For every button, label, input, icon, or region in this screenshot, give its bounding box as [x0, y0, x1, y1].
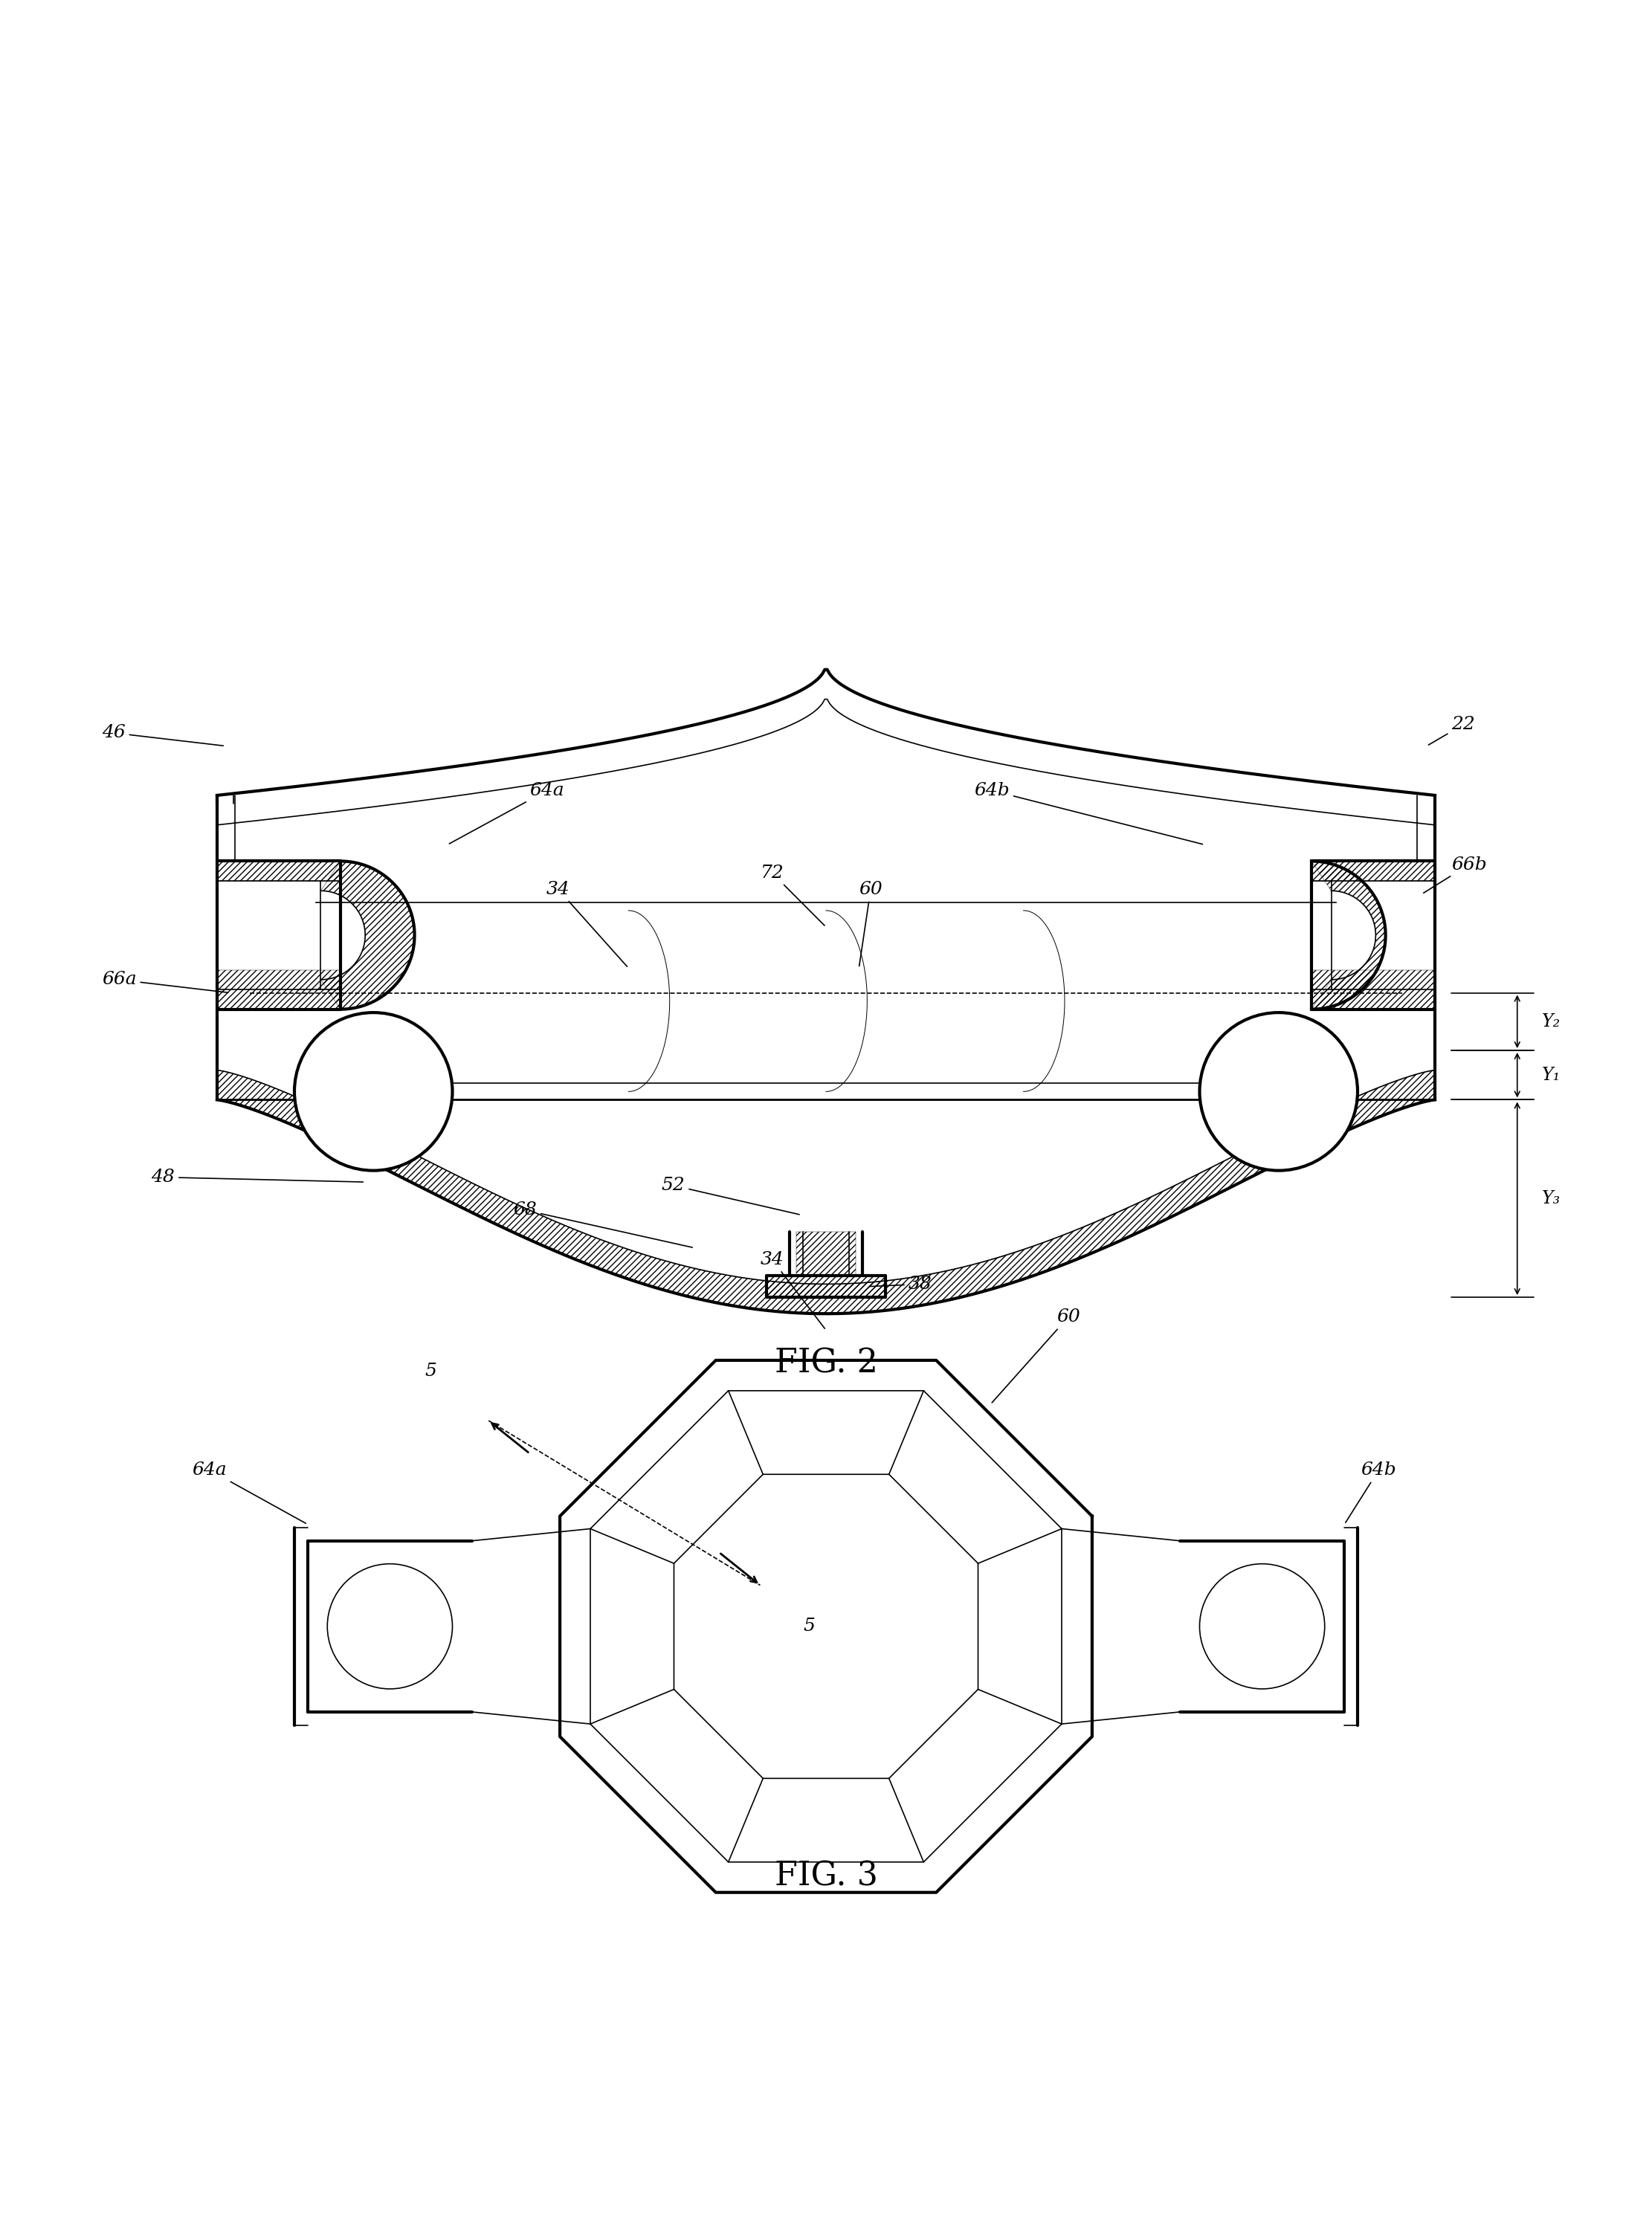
Text: 22: 22 [1429, 716, 1475, 745]
Circle shape [327, 1564, 453, 1689]
Text: 64a: 64a [449, 782, 565, 844]
Text: Y₁: Y₁ [1541, 1066, 1561, 1084]
Text: FIG. 3: FIG. 3 [775, 1861, 877, 1892]
Text: 60: 60 [991, 1307, 1080, 1403]
Text: 66b: 66b [1424, 855, 1487, 893]
Text: 34: 34 [547, 880, 628, 966]
Bar [1312, 971, 1436, 1008]
Text: FIG. 2: FIG. 2 [775, 1347, 877, 1378]
Text: 48: 48 [152, 1168, 363, 1186]
Bar [216, 862, 340, 882]
Text: 5: 5 [425, 1363, 436, 1381]
Text: 52: 52 [661, 1177, 800, 1214]
Text: 64b: 64b [1345, 1463, 1396, 1522]
Circle shape [1199, 1013, 1358, 1170]
Text: 46: 46 [102, 725, 223, 747]
Circle shape [294, 1013, 453, 1170]
Text: 5: 5 [803, 1618, 816, 1635]
Bar [796, 1232, 856, 1276]
Bar [1312, 862, 1436, 882]
Text: 60: 60 [859, 880, 882, 966]
Text: 38: 38 [869, 1276, 932, 1292]
Text: 64b: 64b [975, 782, 1203, 844]
Bar [216, 971, 340, 1008]
Text: 34: 34 [760, 1252, 824, 1330]
Circle shape [1199, 1564, 1325, 1689]
Text: 68: 68 [514, 1201, 692, 1248]
Text: Y₃: Y₃ [1541, 1190, 1561, 1208]
Text: 66a: 66a [102, 971, 228, 993]
Text: Y₂: Y₂ [1541, 1013, 1561, 1030]
Text: 64a: 64a [192, 1463, 306, 1522]
Bar [767, 1276, 885, 1296]
Text: 72: 72 [760, 864, 824, 926]
